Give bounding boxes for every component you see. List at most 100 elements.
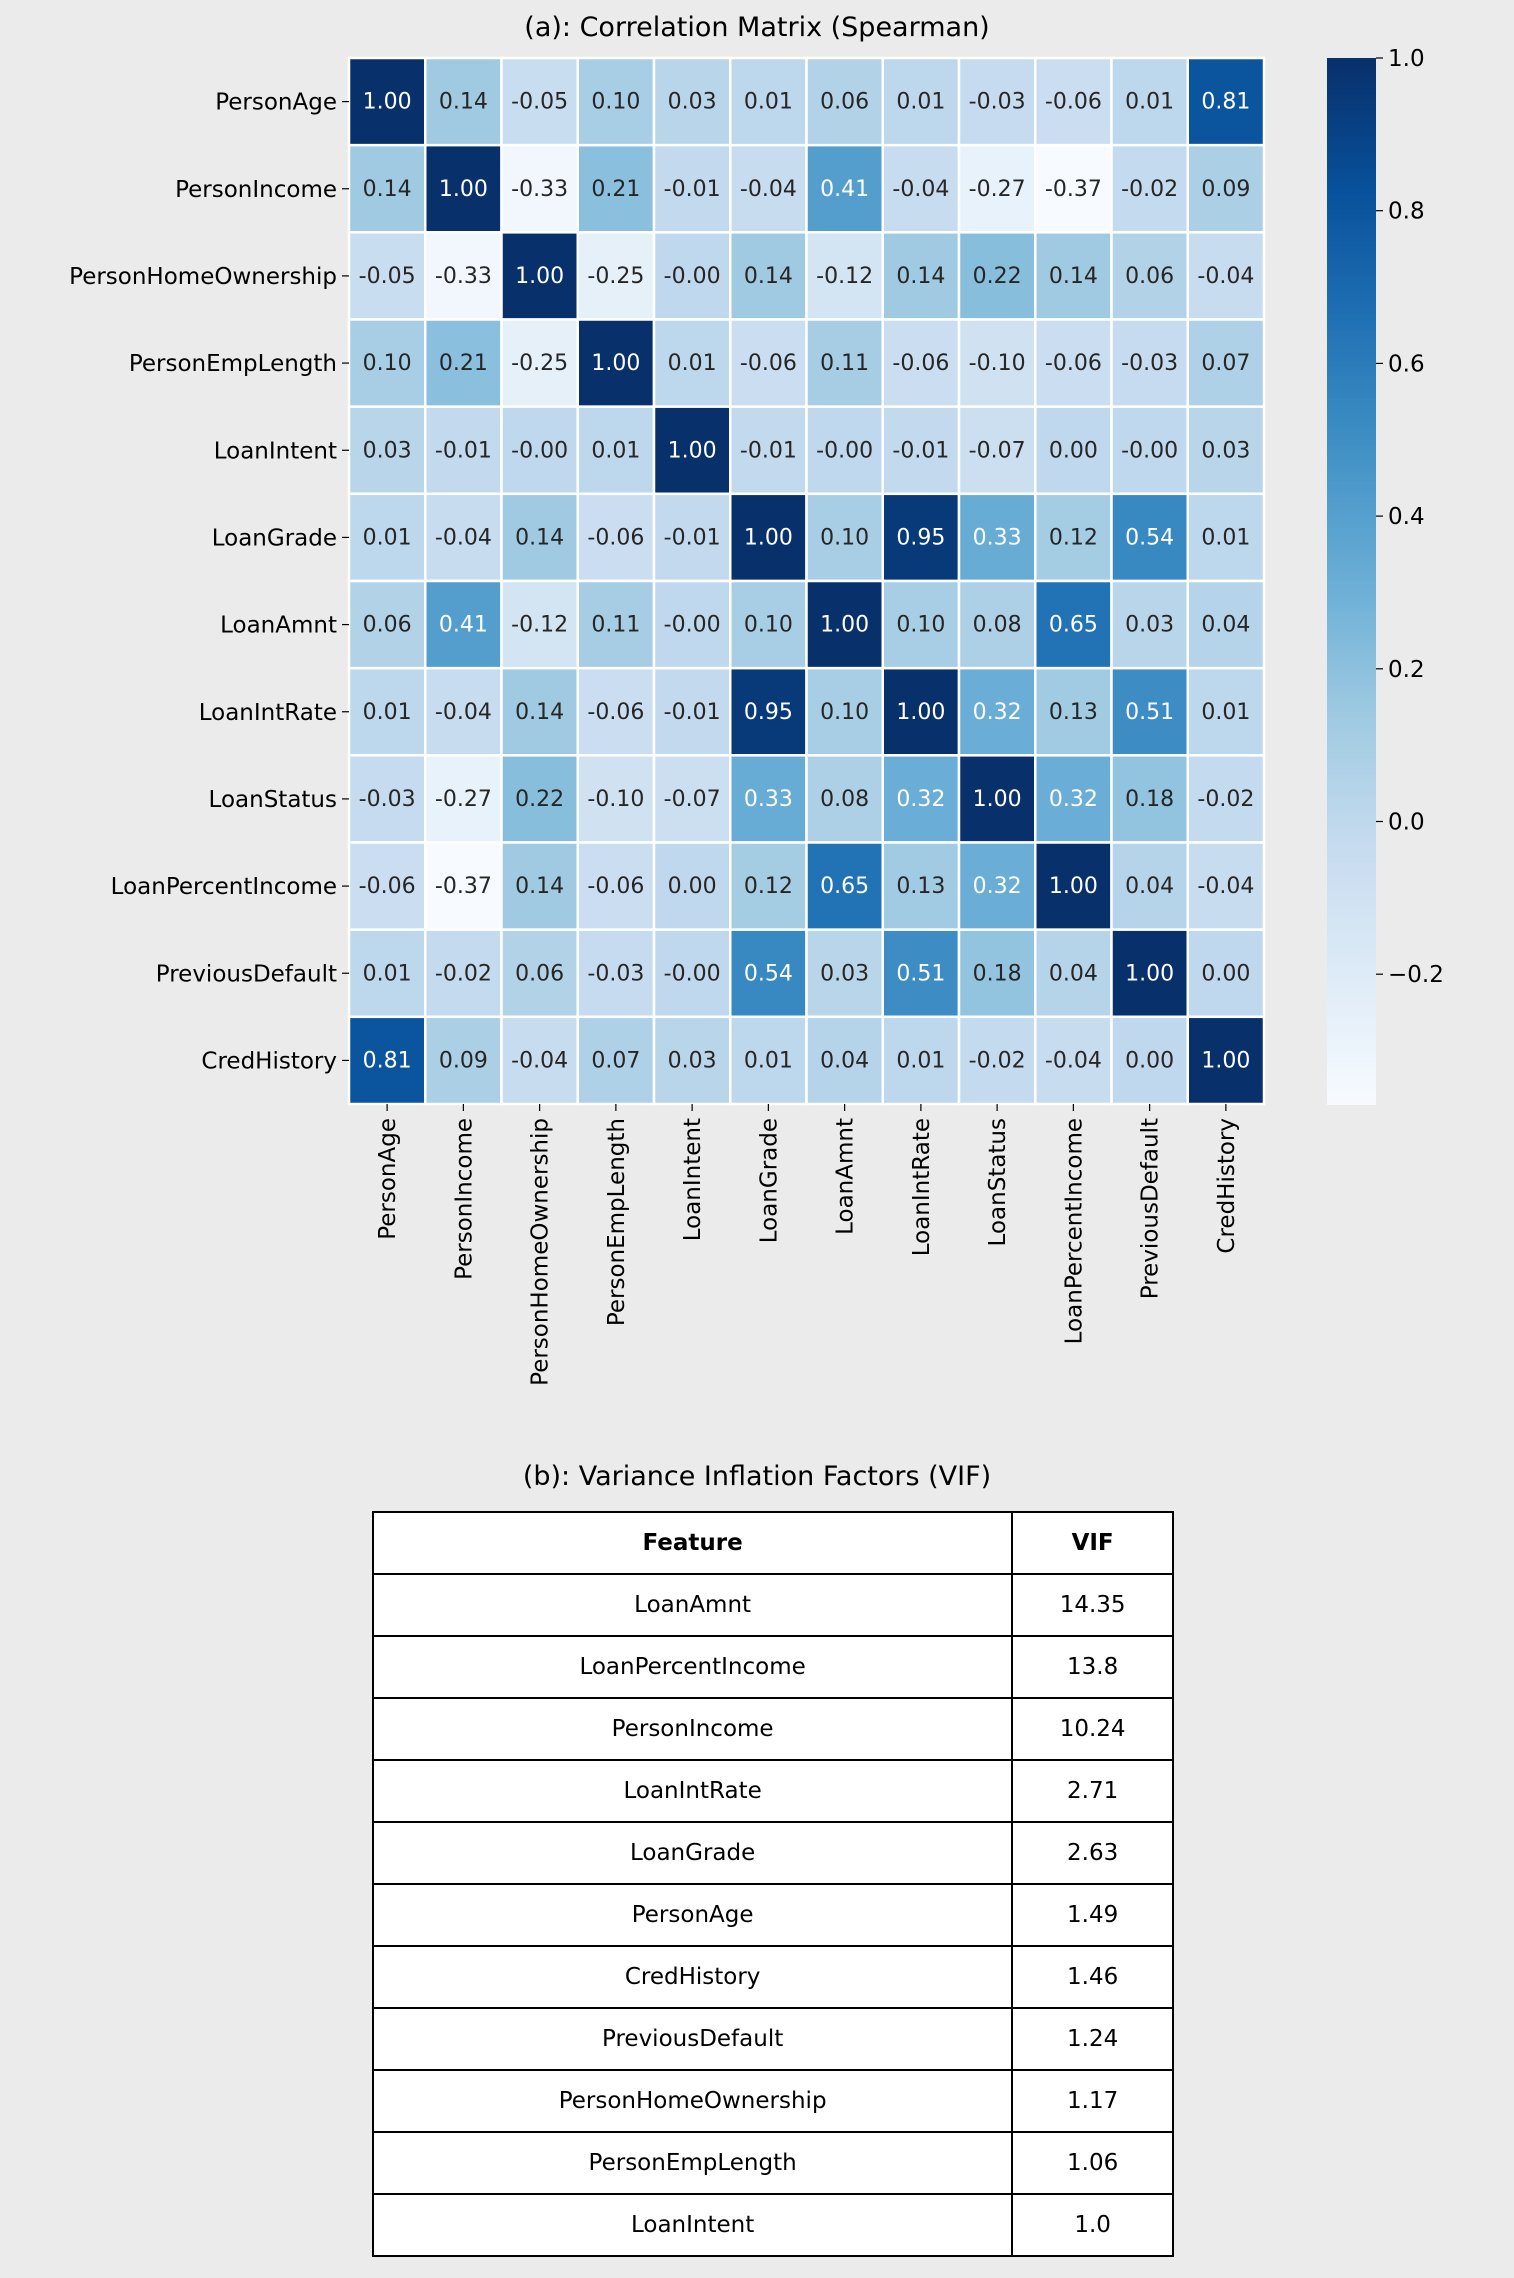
heatmap-cell [500,318,579,408]
table-row: CredHistory 1.46 [371,1945,1174,2009]
colorbar-segment [1327,565,1376,572]
cell-value-label: 1.00 [1049,874,1098,899]
colorbar-segment [1327,811,1376,818]
colorbar-segment [1327,732,1376,739]
colorbar-segment [1327,570,1376,577]
colorbar-segment [1327,915,1376,922]
colorbar-tick-label: 0.0 [1388,810,1425,836]
colorbar-segment [1327,837,1376,844]
heatmap-cell [805,318,884,408]
colorbar-segment [1327,193,1376,201]
colorbar-segment [1327,1030,1376,1038]
cell-value-label: -0.02 [969,1048,1026,1073]
colorbar-segment [1327,790,1376,797]
colorbar-segment [1327,779,1376,786]
cell-value-label: 0.33 [973,525,1022,550]
colorbar-segment [1327,1046,1376,1053]
heatmap-cell [881,928,961,1019]
cell-value-label: 1.00 [668,438,717,463]
heatmap-cell [424,143,503,234]
cell-value-label: 0.33 [744,787,793,812]
cell-value-label: 0.00 [1049,438,1098,463]
colorbar-segment [1327,737,1376,745]
cell-value-label: 0.04 [1049,961,1098,986]
colorbar-segment [1327,1083,1376,1090]
heatmap-cell [347,666,427,757]
cell-value-label: 0.65 [1049,613,1098,638]
heatmap-cell [805,143,884,234]
colorbar-segment [1327,957,1376,964]
heatmap-cell [652,143,732,234]
heatmap-cell [424,405,503,496]
colorbar-segment [1327,89,1376,96]
heatmap-cell [576,143,656,234]
cell-value-label: -0.00 [816,438,873,463]
colorbar-segment [1327,601,1376,609]
heatmap-cell [957,579,1037,670]
cell-value-label: 0.95 [896,525,945,550]
cell-value-label: 0.95 [744,700,793,725]
cell-value-label: 0.65 [820,874,869,899]
vif-cell: 10.24 [1011,1697,1174,1761]
colorbar-segment [1327,528,1376,535]
heatmap-cell [652,841,732,931]
cell-value-label: -0.07 [969,438,1026,463]
colorbar-segment [1327,434,1376,441]
colorbar-segment [1327,607,1376,614]
cell-value-label: 0.01 [1125,90,1174,115]
colorbar-segment [1327,68,1376,75]
cell-value-label: -0.33 [435,264,492,289]
correlation-heatmap: 1.00 0.14 -0.05 0.10 0.03 0.01 0.06 0.01 -0.03 -0… [69,46,1444,1386]
cell-value-label: 0.14 [363,177,412,202]
colorbar-segment [1327,361,1376,368]
cell-value-label: -0.02 [1197,787,1254,812]
colorbar-segment [1327,445,1376,452]
cell-value-label: -0.05 [359,264,416,289]
colorbar-segment [1327,298,1376,305]
cell-value-label: -0.01 [435,438,492,463]
cell-value-label: 0.10 [896,613,945,638]
cell-value-label: -0.06 [892,351,949,376]
cell-value-label: 0.14 [744,264,793,289]
cell-value-label: 0.03 [668,1048,717,1073]
cell-value-label: 0.14 [515,525,564,550]
colorbar-segment [1327,554,1376,562]
cell-value-label: 0.14 [1049,264,1098,289]
heatmap-cell [1186,405,1266,496]
heatmap-cell [1186,928,1266,1019]
feature-cell: PersonAge [371,1883,1014,1947]
colorbar-segment [1327,209,1376,216]
colorbar-segment [1327,769,1376,776]
colorbar-segment [1327,539,1376,546]
vif-cell: 1.24 [1011,2007,1174,2071]
colorbar-segment [1327,73,1376,80]
colorbar-segment [1327,241,1376,248]
cell-value-label: 0.01 [896,1048,945,1073]
colorbar-segment [1327,199,1376,206]
heatmap-cell [500,492,579,583]
cell-value-label: 0.01 [591,438,640,463]
cell-value-label: -0.04 [511,1048,568,1073]
colorbar-segment [1327,282,1376,290]
cell-value-label: 0.08 [820,787,869,812]
colorbar-segment [1327,157,1376,164]
cell-value-label: -0.02 [1121,177,1178,202]
colorbar-segment [1327,465,1376,473]
cell-value-label: -0.10 [587,787,644,812]
colorbar-tick-label: 1.0 [1388,46,1425,72]
cell-value-label: 0.12 [1049,525,1098,550]
cell-value-label: 0.00 [1125,1048,1174,1073]
colorbar-segment [1327,1067,1376,1074]
colorbar-segment [1327,832,1376,839]
colorbar-segment [1327,220,1376,227]
y-tick-label: LoanAmnt [220,613,337,639]
colorbar-segment [1327,706,1376,713]
cell-value-label: 0.01 [363,700,412,725]
heatmap-cell [652,754,732,844]
heatmap-cell [347,56,427,147]
cell-value-label: 0.22 [973,264,1022,289]
cell-value-label: 0.14 [515,700,564,725]
feature-cell: LoanIntRate [371,1759,1014,1823]
colorbar-segment [1327,63,1376,70]
